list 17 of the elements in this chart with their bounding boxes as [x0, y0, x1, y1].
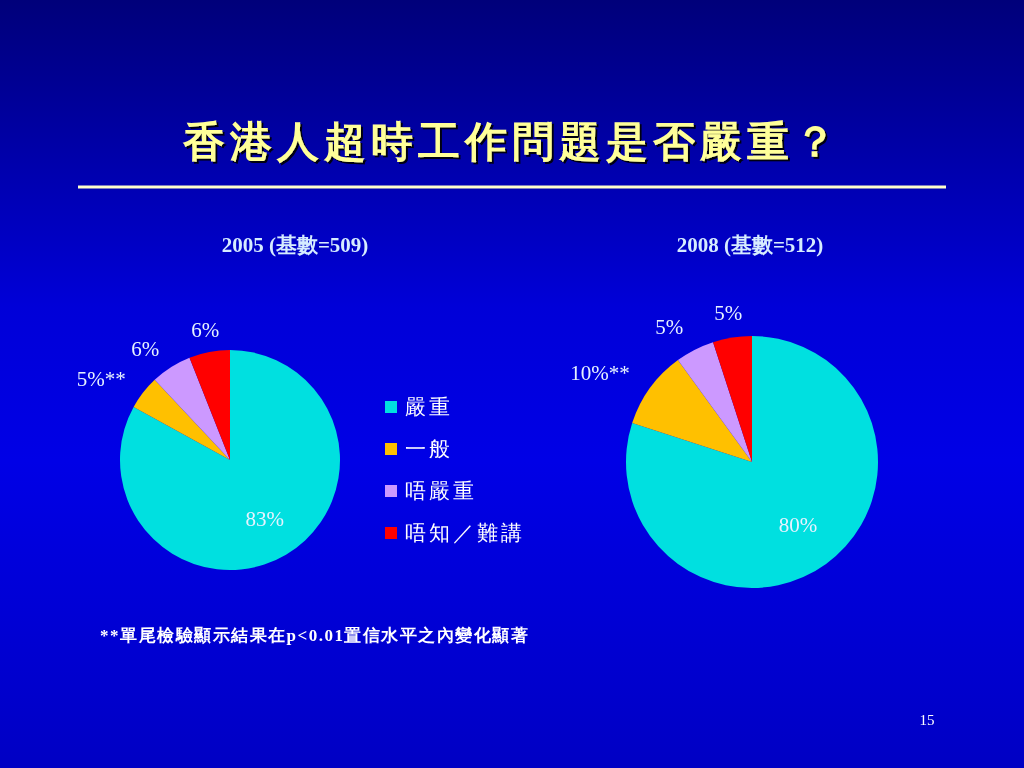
data-label: 6% — [131, 336, 160, 361]
text: 15 — [919, 712, 935, 728]
text: **單尾檢驗顯示結果在p<0.01置信水平之內變化顯著 — [100, 626, 530, 645]
data-label: 83% — [245, 506, 284, 531]
data-label: 6% — [191, 318, 220, 343]
data-label: 5% — [655, 315, 684, 340]
legend-label: 唔知／難講 — [405, 521, 525, 545]
data-label: 80% — [778, 513, 818, 538]
data-label: 5% — [714, 300, 743, 325]
chart-title: 香港人超時工作問題是否嚴重？ — [182, 119, 841, 165]
data-label: 10%** — [570, 361, 630, 386]
data-label: 5%** — [76, 367, 126, 392]
chart-subtitle: 2005 (基數=509) — [221, 233, 369, 257]
legend-label: 唔嚴重 — [405, 479, 477, 503]
chart-subtitle: 2008 (基數=512) — [676, 233, 824, 257]
legend-label: 一般 — [405, 437, 453, 461]
legend-label: 嚴重 — [405, 395, 453, 419]
